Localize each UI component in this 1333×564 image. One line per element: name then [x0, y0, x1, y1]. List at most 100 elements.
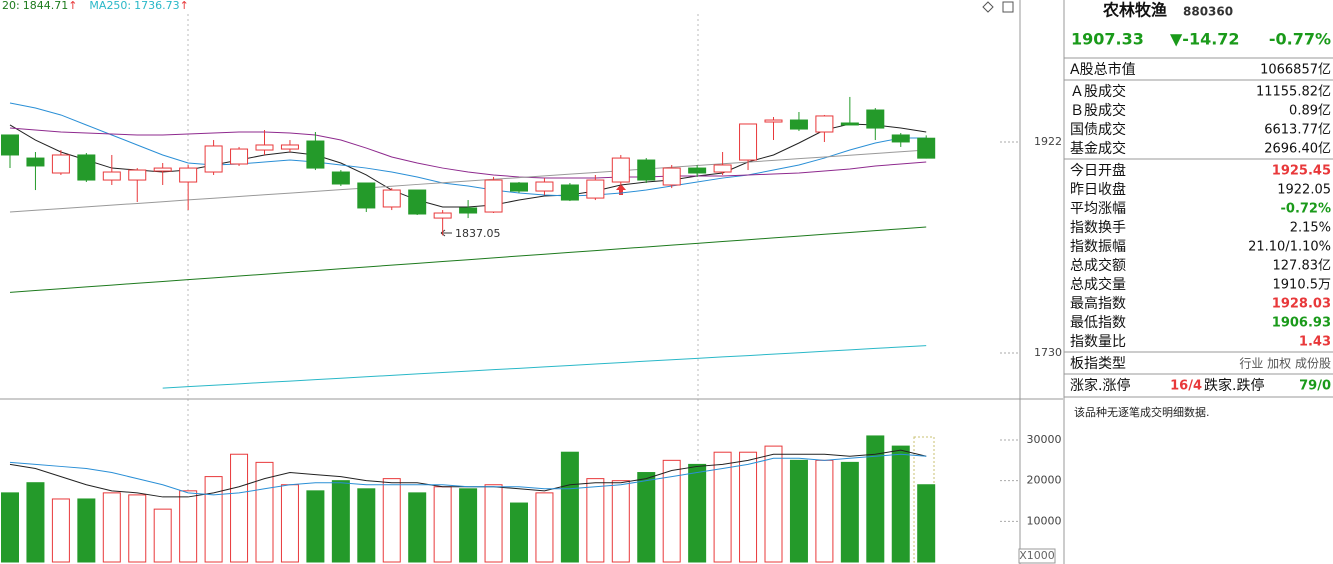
volume-bar — [408, 492, 427, 563]
info-label: 今日开盘 — [1070, 162, 1126, 179]
candle-body — [1, 134, 19, 156]
breadth-value: 16/4 — [1170, 379, 1202, 394]
legend-arrow: ↑ — [180, 0, 189, 12]
toolbar-icon[interactable] — [982, 1, 994, 13]
volume-bar — [586, 478, 605, 563]
info-label: Ａ股成交 — [1070, 83, 1126, 100]
breadth-value: 79/0 — [1299, 379, 1331, 394]
moving-average — [9, 226, 927, 293]
candle-body — [866, 109, 885, 129]
info-label: 板指类型 — [1070, 356, 1126, 372]
info-value: 1922.05 — [1277, 183, 1331, 198]
candle-body — [484, 179, 503, 213]
low-annotation: 1837.05 — [455, 227, 501, 240]
info-value: 行业 加权 成份股 — [1239, 357, 1331, 371]
volume-bar — [713, 451, 732, 563]
info-value: 1066857亿 — [1260, 63, 1331, 78]
info-label: 指数量比 — [1070, 334, 1126, 350]
candle-body — [662, 167, 681, 186]
volume-bar — [51, 498, 70, 563]
candle-body — [77, 154, 96, 181]
info-value: 21.10/1.10% — [1248, 240, 1331, 255]
candle-body — [128, 169, 147, 181]
candle-body — [611, 157, 630, 183]
info-label: A股总市值 — [1070, 61, 1136, 78]
candle-body — [560, 184, 579, 201]
y-tick-label: 1922 — [1034, 135, 1062, 148]
candle-body — [153, 167, 172, 172]
volume-bar — [26, 482, 45, 563]
y-tick-label: 1730 — [1034, 346, 1062, 359]
candle-body — [815, 115, 834, 133]
candle-body — [789, 119, 808, 130]
candle-body — [102, 171, 121, 181]
info-label: 最低指数 — [1070, 315, 1126, 331]
info-label: 国债成交 — [1070, 121, 1126, 138]
info-note: 该品种无逐笔成交明细数据. — [1074, 405, 1210, 419]
volume-bar — [891, 445, 910, 563]
volume-bar — [1, 492, 19, 563]
volume-bar — [688, 463, 707, 563]
moving-average — [162, 345, 927, 389]
candle-body — [280, 144, 299, 150]
candle-body — [764, 119, 783, 123]
security-name: 农林牧渔 — [1102, 1, 1167, 20]
security-code: 880360 — [1183, 5, 1233, 19]
volume-bar — [510, 502, 528, 563]
volume-bar — [917, 484, 936, 563]
volume-bar — [77, 498, 96, 563]
legend-value: 1844.71 — [23, 0, 69, 12]
moving-average — [9, 127, 927, 179]
volume-bar — [102, 492, 121, 563]
info-value: 2.15% — [1290, 221, 1331, 236]
volume-unit: X1000 — [1019, 549, 1055, 562]
volume-bar — [535, 492, 554, 563]
candle-body — [408, 189, 427, 215]
candle-body — [230, 148, 249, 165]
volume-bar — [484, 484, 503, 563]
volume-bar — [866, 435, 885, 563]
candle-body — [433, 212, 452, 219]
volume-bar — [739, 451, 758, 563]
info-value: 6613.77亿 — [1264, 123, 1331, 138]
info-value: 0.89亿 — [1289, 104, 1331, 119]
toolbar-icon[interactable] — [1002, 1, 1014, 13]
candle-body — [917, 137, 936, 159]
info-label: 昨日收盘 — [1070, 181, 1126, 198]
volume-bar — [230, 453, 249, 563]
volume-bar — [382, 478, 401, 563]
y-tick-label: 10000 — [1027, 514, 1062, 527]
y-tick-label: 20000 — [1027, 474, 1062, 487]
volume-bar — [179, 490, 198, 563]
legend-label: 20: — [2, 0, 20, 12]
candle-body — [357, 182, 376, 209]
info-value: 1925.45 — [1272, 164, 1331, 179]
volume-bar — [662, 459, 681, 563]
candle-body — [637, 159, 656, 181]
volume-bar — [128, 494, 147, 563]
info-value: 1906.93 — [1272, 316, 1331, 331]
volume-bar — [153, 508, 172, 563]
info-value: -0.72% — [1281, 202, 1332, 217]
info-label: Ｂ股成交 — [1070, 102, 1126, 119]
volume-bar — [459, 488, 478, 563]
moving-average — [9, 149, 927, 213]
breadth-label: 跌家.跌停 — [1204, 377, 1264, 394]
candle-body — [51, 154, 70, 174]
candle-body — [204, 145, 223, 173]
candle-body — [179, 167, 198, 183]
legend-label: MA250: — [89, 0, 131, 12]
candle-body — [688, 167, 707, 174]
volume-bar — [764, 445, 783, 563]
candle-body — [459, 207, 478, 214]
candle-body — [382, 189, 401, 208]
volume-bar — [331, 480, 350, 563]
unit-box — [1018, 548, 1056, 564]
volume-average — [9, 453, 927, 496]
candle-body — [713, 164, 732, 173]
info-label: 指数振幅 — [1070, 239, 1126, 255]
change-percent: -0.77% — [1269, 30, 1331, 49]
volume-bar — [433, 486, 452, 563]
selection-box — [913, 436, 935, 563]
moving-average — [9, 102, 927, 197]
